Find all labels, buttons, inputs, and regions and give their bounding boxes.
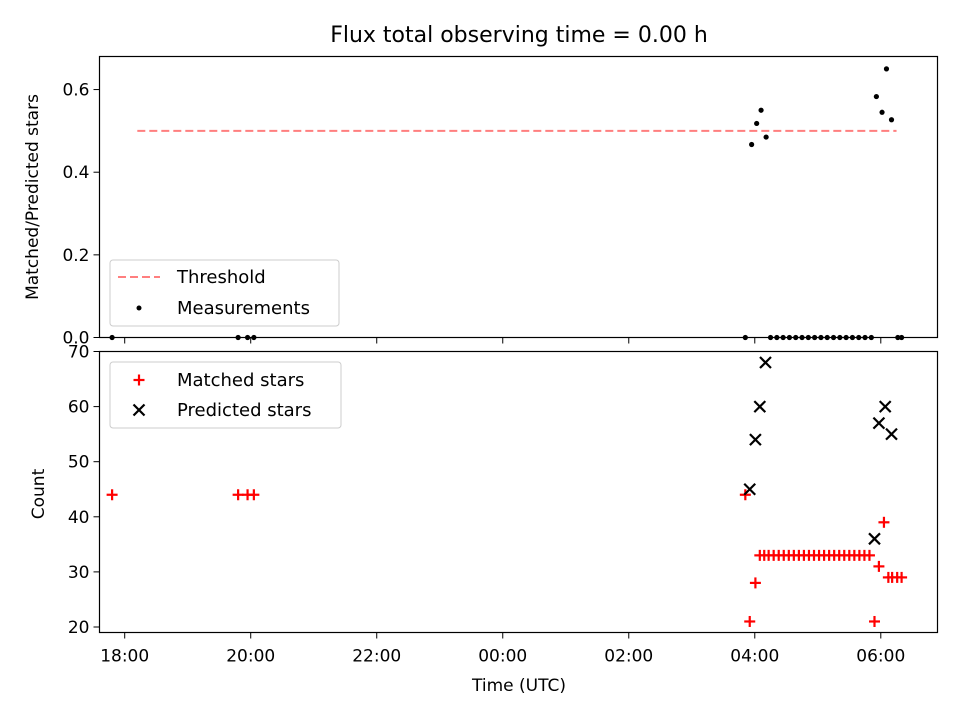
matched-star-point xyxy=(749,577,761,589)
matched-star-point xyxy=(896,571,908,583)
legend-predicted-marker-b xyxy=(132,403,146,417)
bottom-y-ticks: 20 30 40 50 60 70 xyxy=(68,343,100,638)
legend-matched-label: Matched stars xyxy=(177,370,304,391)
predicted-star-point xyxy=(868,532,881,546)
bottom-y-tick-label: 60 xyxy=(68,398,90,418)
predicted-star-point xyxy=(759,356,772,369)
bottom-legend: Matched stars Predicted stars xyxy=(109,361,342,429)
measurement-point xyxy=(754,120,760,127)
top-plot-area xyxy=(109,66,905,341)
predicted-star-point-b xyxy=(749,433,762,446)
measurement-point xyxy=(763,134,769,140)
matched-star-point xyxy=(744,615,756,627)
top-x-ticks xyxy=(124,337,882,344)
matched-star-point xyxy=(863,549,875,561)
x-tick-label: 22:00 xyxy=(352,647,401,667)
predicted-star-point xyxy=(749,433,762,446)
predicted-star-point-b xyxy=(868,532,881,546)
top-y-tick-label: 0.0 xyxy=(62,329,89,349)
predicted-star-point-b xyxy=(753,400,767,413)
legend-measurements-swatch xyxy=(136,305,142,311)
matched-star-point xyxy=(868,615,880,627)
top-legend-box xyxy=(109,259,340,327)
predicted-star-point-b xyxy=(885,427,898,441)
predicted-star-point-b xyxy=(759,356,772,369)
bottom-y-tick-label: 20 xyxy=(68,618,90,638)
bottom-y-axis-label: Count xyxy=(29,468,49,519)
legend-measurements-label: Measurements xyxy=(177,298,310,319)
bottom-y-tick-label: 50 xyxy=(68,453,90,473)
bottom-plot-area xyxy=(106,356,908,627)
measurement-point xyxy=(888,117,895,123)
top-axes-frame xyxy=(98,55,939,339)
x-axis-label: Time (UTC) xyxy=(471,676,566,696)
x-tick-label: 18:00 xyxy=(100,647,149,667)
predicted-star-point xyxy=(743,482,757,496)
legend-matched-marker xyxy=(133,374,145,386)
x-tick-label: 02:00 xyxy=(604,647,653,667)
bottom-y-tick-label: 70 xyxy=(68,343,90,363)
predicted-star-point xyxy=(872,416,886,430)
x-tick-label: 20:00 xyxy=(226,647,275,667)
top-y-tick-label: 0.6 xyxy=(62,81,89,101)
measurement-point xyxy=(749,141,755,148)
measurement-point xyxy=(758,107,764,113)
legend-predicted-swatch xyxy=(132,403,146,417)
predicted-star-point-b xyxy=(872,416,886,430)
bottom-panel: 20 30 40 50 60 70 18:00 20:00 22:00 00:00 02:00 04… xyxy=(29,343,939,696)
matched-star-point xyxy=(248,489,260,501)
predicted-star-point-b xyxy=(878,400,892,413)
top-panel-title: Flux total observing time = 0.00 h xyxy=(330,23,708,48)
x-tick-label: 04:00 xyxy=(730,647,779,667)
legend-predicted-label: Predicted stars xyxy=(177,400,311,421)
matched-star-point xyxy=(106,489,118,501)
x-tick-label: 06:00 xyxy=(856,647,905,667)
matched-star-point xyxy=(232,489,244,501)
predicted-star-point xyxy=(753,400,767,413)
predicted-star-point xyxy=(878,400,892,413)
top-panel: 0.0 0.2 0.4 0.6 Matched/Predicted stars Thr… xyxy=(23,55,939,349)
matched-star-point xyxy=(873,560,885,572)
top-y-tick-label: 0.2 xyxy=(62,246,89,266)
legend-matched-swatch xyxy=(133,374,145,386)
bottom-y-tick-label: 30 xyxy=(68,563,90,583)
matched-star-point xyxy=(878,516,890,528)
predicted-star-point-b xyxy=(743,482,757,496)
top-y-ticks: 0.0 0.2 0.4 0.6 xyxy=(62,81,100,349)
top-y-tick-label: 0.4 xyxy=(62,163,89,183)
bottom-x-ticks: 18:00 20:00 22:00 00:00 02:00 04:00 06:00 xyxy=(100,632,905,667)
predicted-star-point xyxy=(885,427,898,441)
top-y-axis-label: Matched/Predicted stars xyxy=(23,94,43,300)
legend-predicted-marker xyxy=(132,403,146,417)
measurement-point xyxy=(879,109,885,115)
legend-threshold-label: Threshold xyxy=(176,267,266,288)
bottom-y-tick-label: 40 xyxy=(68,508,90,528)
measurement-point xyxy=(883,66,890,72)
measurement-point xyxy=(873,93,879,100)
x-tick-label: 00:00 xyxy=(478,647,527,667)
bottom-legend-box xyxy=(109,361,342,429)
top-legend: Threshold Measurements xyxy=(109,259,340,327)
bottom-axes-frame xyxy=(98,350,939,634)
